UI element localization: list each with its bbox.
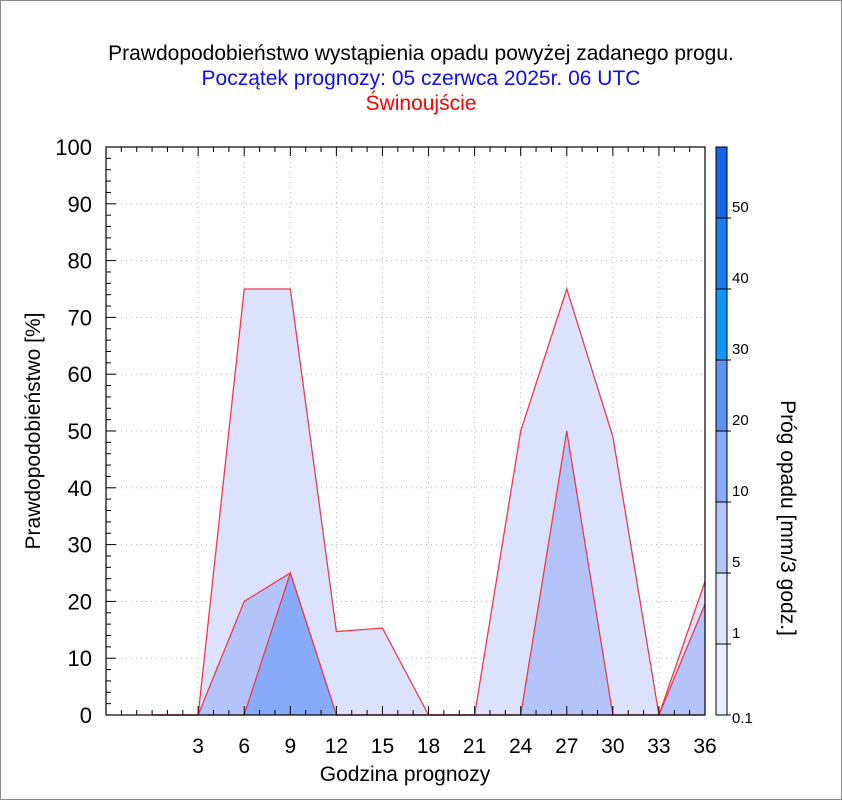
y-tick-label: 80: [68, 249, 92, 274]
y-tick-label: 90: [68, 192, 92, 217]
colorbar-segment: [716, 644, 727, 715]
x-tick-label: 24: [509, 735, 533, 758]
x-axis-label: Godzina prognozy: [320, 763, 491, 786]
chart-location: Świnoujście: [365, 92, 477, 115]
colorbar-label: Próg opadu [mm/3 godz.]: [776, 400, 799, 636]
y-tick-label: 30: [68, 533, 92, 558]
colorbar-segment: [716, 502, 727, 573]
colorbar-segment: [716, 218, 727, 289]
y-tick-label: 0: [80, 703, 92, 728]
y-tick-label: 20: [68, 589, 92, 614]
colorbar-segment: [716, 289, 727, 360]
colorbar-tick-label: 20: [732, 412, 749, 429]
y-tick-label: 50: [68, 419, 92, 444]
y-tick-label: 60: [68, 362, 92, 387]
colorbar-tick-label: 0.1: [732, 710, 753, 727]
y-axis-label: Prawdopodobieństwo [%]: [22, 313, 45, 550]
area-threshold-5: [152, 573, 706, 715]
x-tick-label: 12: [325, 735, 348, 758]
x-tick-label: 33: [647, 735, 670, 758]
colorbar-tick-label: 10: [732, 483, 749, 500]
colorbar-segment: [716, 147, 727, 218]
chart-title: Prawdopodobieństwo wystąpienia opadu pow…: [108, 42, 734, 65]
x-tick-label: 15: [371, 735, 394, 758]
colorbar-tick-label: 50: [732, 199, 749, 216]
axes: 3 6 9 12 15 18 21 24 27 30 33 360102030405060708090…: [55, 135, 716, 758]
y-tick-label: 10: [68, 646, 92, 671]
x-tick-label: 6: [238, 735, 250, 758]
x-tick-label: 27: [555, 735, 578, 758]
x-tick-label: 18: [417, 735, 440, 758]
x-tick-label: 9: [284, 735, 296, 758]
colorbar-tick-label: 1: [732, 625, 740, 642]
colorbar-tick-label: 5: [732, 554, 740, 571]
colorbar-segment: [716, 573, 727, 644]
x-tick-label: 21: [463, 735, 486, 758]
area-series: [152, 286, 706, 716]
colorbar-segment: [716, 360, 727, 431]
x-tick-label: 30: [601, 735, 624, 758]
colorbar-tick-label: 40: [732, 270, 749, 287]
chart-subtitle: Początek prognozy: 05 czerwca 2025r. 06 …: [201, 67, 641, 90]
y-tick-label: 70: [68, 305, 92, 330]
colorbar-tick-label: 30: [732, 341, 749, 358]
colorbar-segment: [716, 431, 727, 502]
colorbar: 0.1 1 5 10 20 30 40 50: [715, 146, 753, 727]
y-tick-label: 40: [68, 476, 92, 501]
y-tick-label: 100: [55, 135, 92, 160]
x-tick-label: 3: [192, 735, 204, 758]
x-tick-label: 36: [693, 735, 716, 758]
